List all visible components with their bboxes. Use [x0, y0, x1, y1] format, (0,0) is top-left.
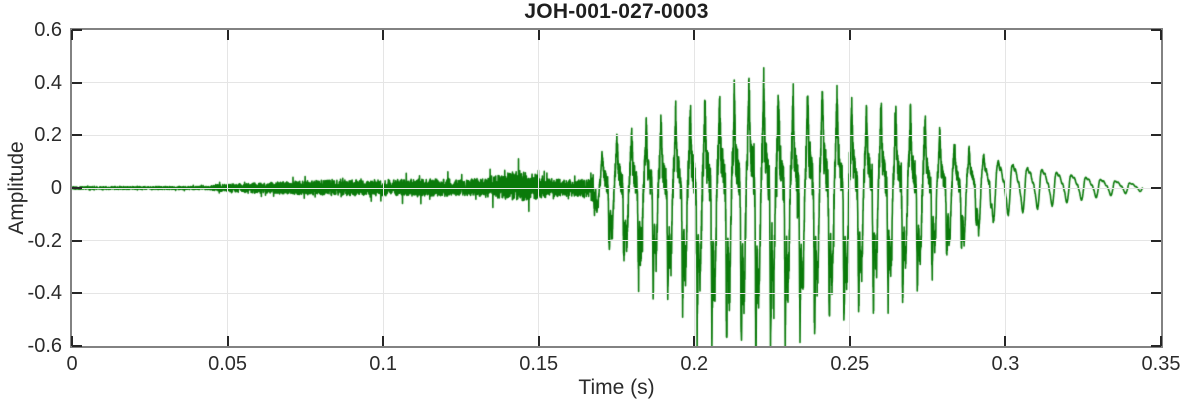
x-tick-label: 0	[66, 353, 78, 375]
x-tick-mark	[1004, 30, 1007, 40]
y-tick-mark	[72, 134, 82, 137]
y-tick-mark	[1151, 187, 1161, 189]
y-tick-label: 0.6	[34, 19, 62, 41]
y-tick-mark	[72, 29, 82, 31]
x-tick-label: 0.35	[1141, 353, 1181, 375]
y-tick-label: -0.2	[27, 229, 62, 252]
y-tick-mark	[72, 239, 82, 242]
y-tick-mark	[1151, 292, 1161, 295]
y-tick-mark	[72, 292, 82, 295]
x-tick-mark	[382, 30, 385, 40]
horizontal-gridline	[72, 82, 1161, 84]
y-tick-mark	[72, 81, 82, 84]
x-tick-mark	[537, 30, 540, 40]
y-tick-mark	[1151, 134, 1161, 137]
y-tick-label: -0.4	[27, 282, 62, 305]
x-axis-label: Time (s)	[578, 376, 655, 399]
x-tick-mark	[71, 336, 73, 346]
x-tick-label: 0.3	[991, 353, 1020, 375]
x-tick-mark	[1004, 336, 1007, 346]
x-tick-mark	[71, 30, 73, 40]
x-tick-label: 0.15	[519, 353, 559, 375]
x-tick-mark	[537, 336, 540, 346]
y-tick-mark	[1151, 81, 1161, 84]
plot-title: JOH-001-027-0003	[524, 0, 709, 23]
x-tick-mark	[382, 336, 385, 346]
horizontal-gridline	[72, 292, 1161, 294]
x-tick-label: 0.2	[680, 353, 709, 375]
y-tick-mark	[72, 345, 82, 347]
x-tick-mark	[1160, 30, 1162, 40]
x-tick-label: 0.1	[369, 353, 398, 375]
plot-area	[70, 28, 1163, 348]
x-tick-mark	[693, 30, 696, 40]
x-tick-label: 0.25	[830, 353, 870, 375]
horizontal-gridline	[72, 187, 1161, 189]
y-tick-label: -0.6	[27, 335, 62, 357]
y-tick-label: 0.4	[34, 71, 62, 94]
y-tick-label: 0	[50, 177, 62, 199]
x-tick-mark	[1160, 336, 1162, 346]
x-tick-mark	[226, 30, 229, 40]
y-tick-mark	[72, 187, 82, 189]
x-tick-mark	[848, 336, 851, 346]
y-tick-mark	[1151, 239, 1161, 242]
horizontal-gridline	[72, 134, 1161, 136]
horizontal-gridline	[72, 240, 1161, 242]
y-tick-mark	[1151, 29, 1161, 31]
y-tick-mark	[1151, 345, 1161, 347]
x-tick-mark	[226, 336, 229, 346]
x-tick-mark	[848, 30, 851, 40]
x-tick-mark	[693, 336, 696, 346]
x-tick-label: 0.05	[208, 353, 248, 375]
y-tick-label: 0.2	[34, 124, 62, 147]
